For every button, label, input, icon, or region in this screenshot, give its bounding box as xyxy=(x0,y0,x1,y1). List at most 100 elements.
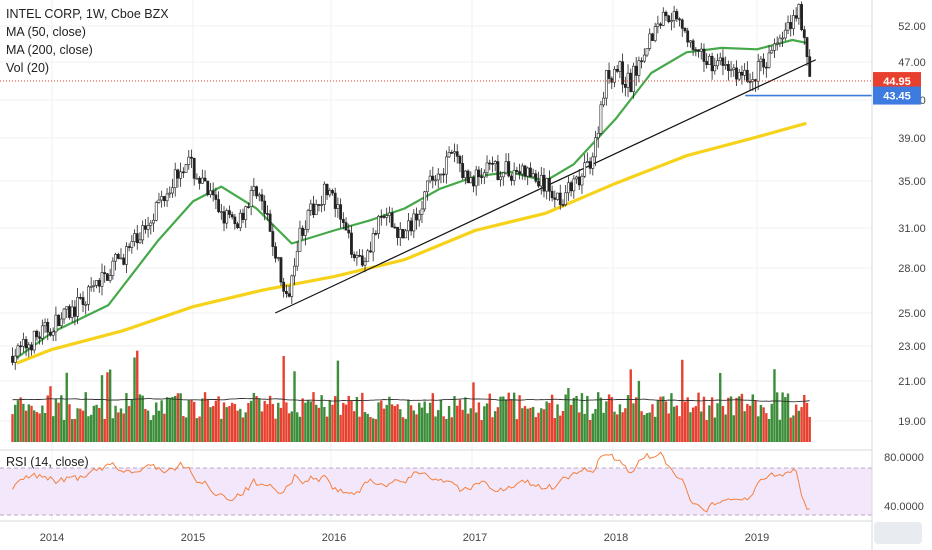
candle xyxy=(434,174,437,186)
candle xyxy=(767,45,771,69)
last-price-tag-label: 44.95 xyxy=(883,76,911,88)
volume-bar xyxy=(721,406,725,442)
candle xyxy=(388,206,391,223)
volume-bar xyxy=(127,406,131,442)
volume-bar xyxy=(786,393,790,442)
volume-bar xyxy=(350,400,353,442)
price-tick-label: 52.00 xyxy=(898,21,926,33)
candle xyxy=(737,68,741,81)
candle xyxy=(203,170,207,182)
volume-bar xyxy=(342,402,345,442)
candle xyxy=(507,153,511,178)
candle xyxy=(350,225,353,259)
volume-bar xyxy=(502,396,505,442)
rsi-legend[interactable]: RSI (14, close) xyxy=(6,455,89,469)
candle xyxy=(228,205,231,219)
volume-bar xyxy=(258,398,261,442)
candle xyxy=(482,169,486,185)
candle xyxy=(325,183,329,200)
candle xyxy=(613,66,616,88)
time-axis[interactable]: 2014 2015 2016 2017 2018 2019 xyxy=(0,520,872,544)
volume-bar xyxy=(393,406,397,442)
ma50-legend[interactable]: MA (50, close) xyxy=(6,25,86,39)
volume-bar xyxy=(496,407,500,442)
volume-bar xyxy=(805,402,809,442)
volume-bar xyxy=(662,396,665,442)
volume-bar xyxy=(602,412,605,442)
volume-bar xyxy=(637,380,641,442)
volume-bar xyxy=(727,397,730,442)
candle xyxy=(651,32,654,41)
candle xyxy=(770,45,774,54)
volume-bar xyxy=(439,399,443,442)
candle xyxy=(781,31,784,47)
candle xyxy=(661,7,665,27)
candle xyxy=(463,170,467,185)
volume-bar xyxy=(624,408,627,442)
candle xyxy=(480,167,484,185)
candle xyxy=(322,181,326,212)
candle xyxy=(659,22,662,29)
candle xyxy=(691,38,695,56)
candle xyxy=(358,249,361,258)
volume-bar xyxy=(762,407,765,442)
volume-bar xyxy=(640,411,643,442)
candle xyxy=(572,175,576,199)
volume-bar xyxy=(605,401,608,442)
volume-bar xyxy=(754,400,757,442)
candle xyxy=(545,177,549,200)
candle xyxy=(792,9,795,36)
volume-bar xyxy=(70,419,74,442)
volume-bar xyxy=(426,413,429,442)
ma200-legend[interactable]: MA (200, close) xyxy=(6,43,93,57)
price-tick-label: 47.00 xyxy=(898,57,926,69)
rsi-line xyxy=(12,451,810,513)
volume-bar xyxy=(434,416,437,442)
volume-bar xyxy=(217,396,220,442)
volume-bar xyxy=(572,397,576,442)
price-tick-label: 19.00 xyxy=(898,416,926,428)
volume-bar xyxy=(377,402,380,442)
candle xyxy=(51,327,55,342)
symbol-title[interactable]: INTEL CORP, 1W, Cboe BZX xyxy=(6,7,169,21)
vol-legend[interactable]: Vol (20) xyxy=(6,61,50,75)
volume-bar xyxy=(168,397,171,442)
volume-bar xyxy=(266,404,269,442)
candle xyxy=(38,331,42,345)
candle xyxy=(751,71,755,91)
volume-bar xyxy=(550,394,554,442)
candle xyxy=(537,171,540,188)
candle xyxy=(713,57,717,75)
candle xyxy=(797,3,801,25)
candle xyxy=(721,49,725,76)
volume-bar xyxy=(298,416,302,442)
volume-bar xyxy=(504,399,508,442)
candle xyxy=(575,175,578,184)
volume-bar xyxy=(453,396,456,442)
candle xyxy=(645,48,649,58)
candle xyxy=(371,227,375,262)
volume-bar xyxy=(559,415,562,442)
volume-bar xyxy=(220,418,223,442)
candle xyxy=(680,18,684,37)
candle xyxy=(301,225,305,240)
volume-bar xyxy=(390,404,394,442)
candle xyxy=(756,53,760,91)
volume-bar xyxy=(51,416,55,442)
candle xyxy=(339,198,343,229)
volume-bar xyxy=(705,419,708,442)
candle xyxy=(556,192,559,201)
candle xyxy=(89,277,93,292)
candle xyxy=(290,274,294,305)
volume-bar xyxy=(507,392,510,442)
candle xyxy=(726,60,730,81)
volume-bar xyxy=(719,372,722,442)
candle xyxy=(529,162,532,178)
candle xyxy=(377,214,380,239)
volume-bar xyxy=(35,412,39,442)
volume-bar xyxy=(773,369,776,442)
candle xyxy=(157,192,161,204)
candle xyxy=(162,195,166,207)
volume-bar xyxy=(789,417,792,442)
